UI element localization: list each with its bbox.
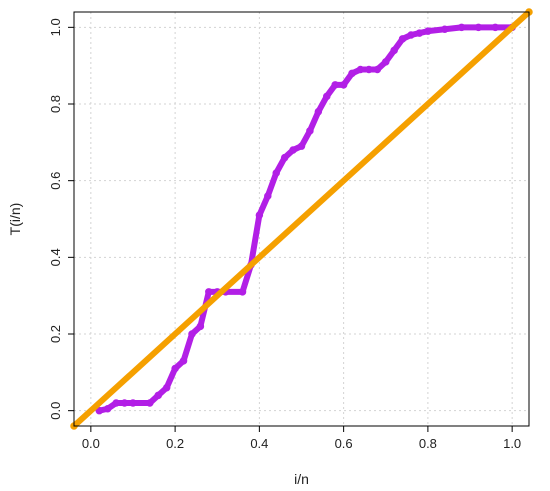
series-1 [70,8,533,430]
series-0-point-6 [154,391,163,400]
series-0-point-1 [103,405,112,413]
plot-frame [73,11,530,427]
series-layer [70,8,533,430]
axes: 0.0 0.2 0.4 0.6 0.8 1.0 0.0 0.2 0.4 0.6 0.8 1.0 [48,11,530,451]
series-0-point-15 [238,288,247,296]
series-0-point-21 [289,146,297,154]
series-0-point-18 [264,192,272,200]
series-0-point-36 [415,29,424,37]
series-0-point-9 [179,357,188,365]
series-0-point-20 [280,153,289,162]
series-0-point-37 [424,27,432,35]
x-tick-label-0: 0.0 [82,436,100,451]
series-0-point-27 [339,81,348,89]
series-0-point-33 [390,46,398,55]
series-0-point-22 [297,142,306,150]
series-0-point-25 [323,92,331,101]
x-tick-label-2: 0.4 [250,436,268,451]
series-0-point-29 [356,65,365,74]
y-tick-label-4: 0.8 [48,95,63,113]
series-0-point-31 [373,65,382,74]
series-0-point-5 [146,399,154,407]
series-0-point-23 [306,127,314,135]
series-0-point-7 [162,383,171,392]
x-tick-label-3: 0.6 [335,436,353,451]
series-0-point-34 [398,35,407,43]
series-0-point-24 [314,107,323,116]
series-0-point-40 [474,23,483,32]
series-line-0 [96,24,516,414]
series-0-point-2 [112,399,120,407]
x-axis-label: i/n [294,471,309,487]
series-line-1 [71,9,532,429]
series-0-point-4 [129,399,137,407]
x-tick-label-4: 0.8 [419,436,437,451]
series-0-point-35 [407,31,415,39]
series-0-point-39 [457,23,466,32]
series-0-point-38 [440,25,449,33]
series-0-point-28 [348,69,356,78]
series-0-point-17 [255,211,264,219]
series-0-point-12 [205,288,213,296]
y-tick-label-3: 0.6 [48,172,63,190]
series-0-point-10 [188,330,196,338]
y-tick-label-5: 1.0 [48,18,63,36]
y-tick-label-1: 0.2 [48,325,63,343]
series-0-point-32 [382,58,390,66]
x-tick-label-5: 1.0 [503,436,521,451]
series-0-point-3 [120,399,129,407]
y-tick-label-0: 0.0 [48,402,63,420]
series-0-point-26 [331,81,339,89]
grid-lines [74,12,529,426]
series-0-point-11 [196,322,205,331]
series-0-point-41 [491,23,500,32]
series-0-point-19 [272,169,280,177]
y-axis-label: T(i/n) [7,203,23,236]
series-0-point-0 [95,406,104,415]
x-tick-label-1: 0.2 [166,436,184,451]
series-0-point-30 [365,65,373,74]
series-0-point-8 [171,364,179,373]
y-tick-label-2: 0.4 [48,248,63,266]
series-0 [95,23,516,415]
